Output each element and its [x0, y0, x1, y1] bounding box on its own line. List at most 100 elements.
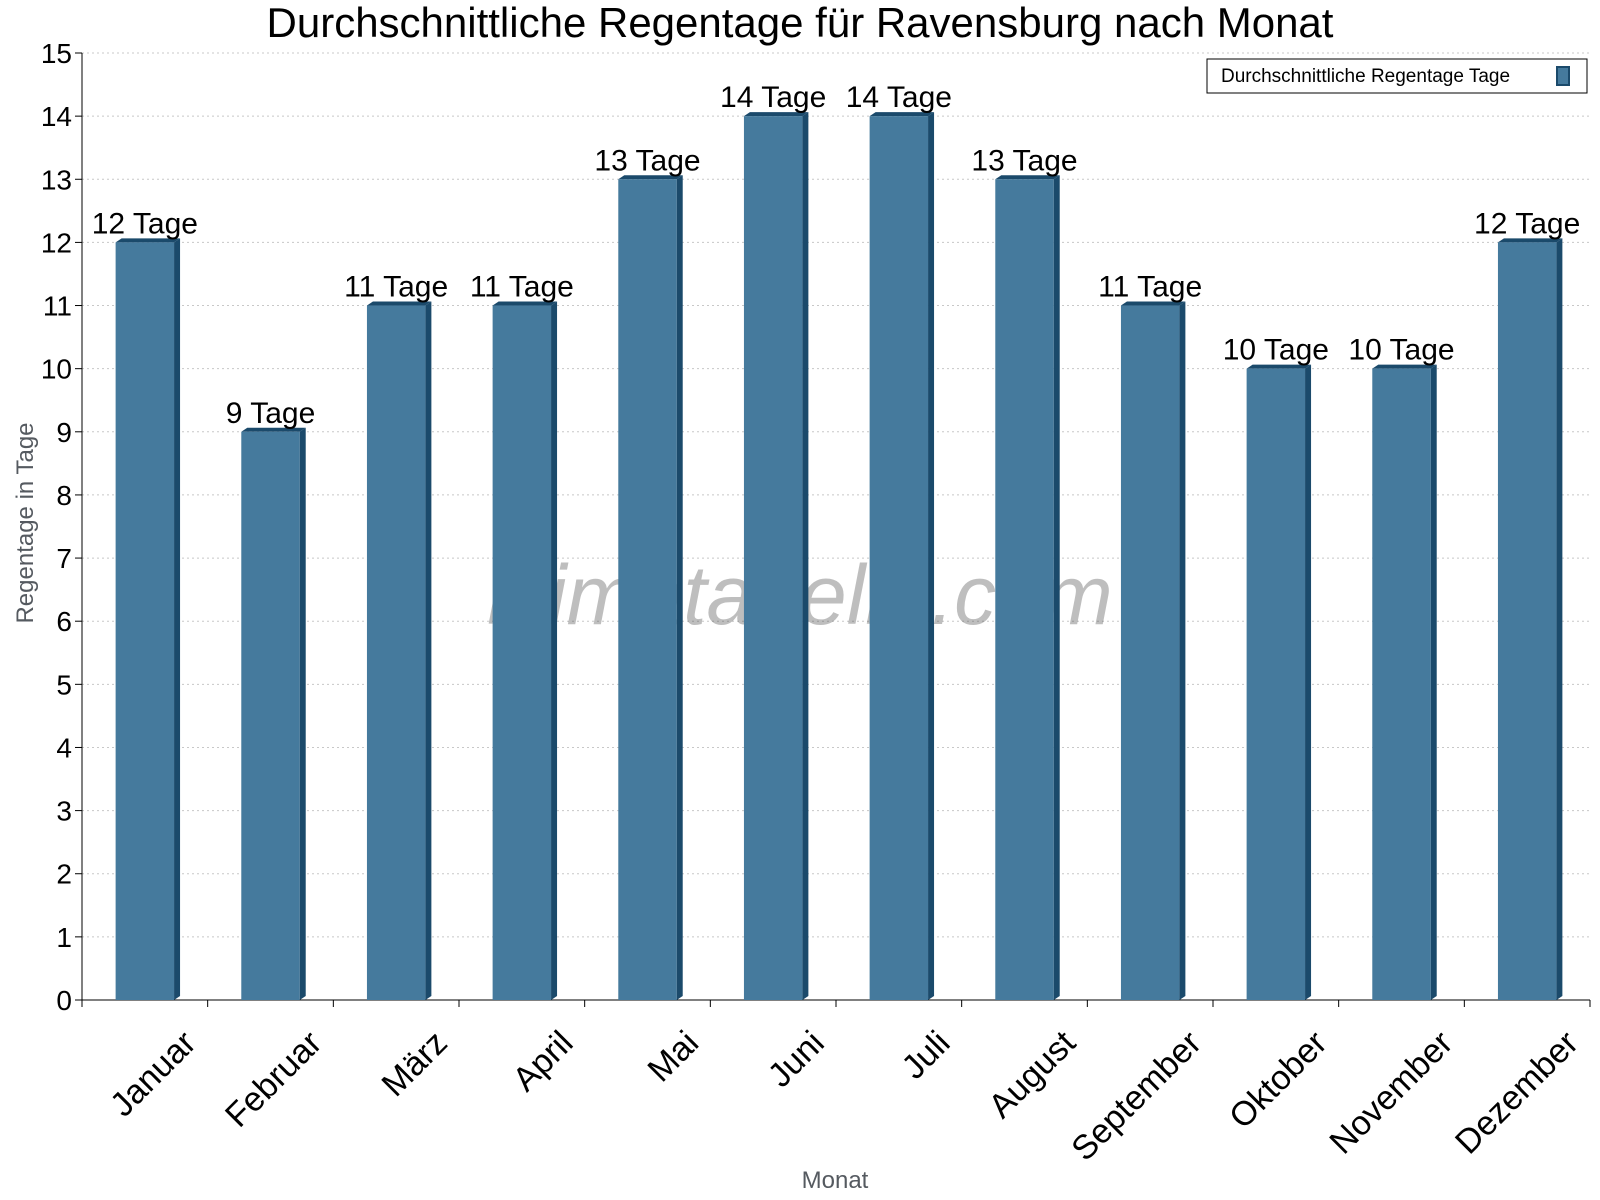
bar-top: [869, 112, 935, 117]
bar-side: [676, 175, 683, 1000]
y-tick-label: 4: [56, 732, 72, 763]
bar-side: [1556, 238, 1563, 1000]
bar-value-label: 12 Tage: [1474, 207, 1580, 240]
bar-value-label: 13 Tage: [594, 144, 700, 177]
bar-side: [1430, 364, 1437, 1001]
bar-value-label: 11 Tage: [470, 271, 574, 304]
x-tick-label: Januar: [103, 1024, 203, 1124]
bar-side: [1305, 364, 1312, 1001]
x-tick-labels: Januar Februar März April Mai Juni Juli AugustS…: [103, 1023, 1586, 1168]
bar-top: [618, 175, 683, 180]
legend-entry-label: Durchschnittliche Regentage Tage: [1221, 66, 1510, 87]
y-tick-label: 3: [56, 796, 72, 827]
bar-top: [366, 301, 432, 306]
chart-title: Durchschnittliche Regentage für Ravensbu…: [267, 0, 1334, 46]
x-tick-label: Juni: [761, 1024, 832, 1095]
bar-4: [492, 301, 558, 1000]
axes: [75, 52, 1591, 1007]
y-tick-label: 8: [56, 480, 72, 511]
bar-top: [115, 238, 181, 243]
bar-side: [174, 238, 181, 1000]
bar-value-label: 11 Tage: [344, 271, 448, 304]
bar-1: [115, 238, 181, 1000]
bar-side: [1053, 175, 1060, 1000]
bar-8: [995, 175, 1060, 1000]
bar-face: [1372, 368, 1431, 1001]
bar-face: [743, 116, 803, 1001]
bar-face: [995, 179, 1054, 1000]
x-tick-label: August: [981, 1023, 1083, 1125]
bar-face: [492, 305, 552, 1000]
bar-face: [366, 305, 426, 1000]
bar-value-label: 11 Tage: [1098, 271, 1202, 304]
bar-side: [551, 301, 558, 1000]
bar-12: [1497, 238, 1563, 1000]
y-tick-label: 15: [41, 38, 72, 69]
x-tick-label: Mai: [641, 1024, 707, 1090]
y-tick-label: 1: [56, 922, 72, 953]
bar-value-label: 9 Tage: [226, 397, 316, 430]
bar-value-label: 14 Tage: [846, 81, 952, 114]
y-tick-label: 2: [56, 859, 72, 890]
bar-top: [241, 427, 306, 432]
bar-11: [1372, 364, 1437, 1001]
bar-top: [743, 112, 809, 117]
bar-side: [1179, 301, 1186, 1000]
y-tick-label: 13: [41, 164, 72, 195]
bar-face: [618, 179, 677, 1000]
bar-2: [241, 427, 306, 1000]
bar-labels: 12 Tage 9 Tage 11 Tage 11 Tage 13 Tage 14 Tag…: [92, 81, 1581, 430]
x-tick-label: Februar: [218, 1024, 329, 1135]
legend-box: [1206, 58, 1588, 94]
bar-value-label: 14 Tage: [720, 81, 826, 114]
bar-3: [366, 301, 432, 1000]
bar-5: [618, 175, 683, 1000]
bar-value-label: 10 Tage: [1348, 334, 1454, 367]
y-tick-label: 11: [43, 291, 72, 322]
legend: Durchschnittliche Regentage Tage: [1206, 58, 1588, 94]
bars: [115, 112, 1563, 1001]
y-tick-label: 6: [56, 606, 72, 637]
bar-side: [299, 427, 306, 1000]
bar-side: [928, 112, 935, 1001]
bar-side: [802, 112, 809, 1001]
x-tick-label: September: [1064, 1024, 1208, 1168]
bar-face: [115, 242, 175, 1000]
bar-face: [241, 431, 300, 1000]
y-tick-label: 14: [41, 101, 72, 132]
gridlines: [82, 52, 1590, 938]
bar-face: [869, 116, 929, 1001]
y-tick-label: 9: [56, 417, 72, 448]
bar-top: [1120, 301, 1186, 306]
x-tick-label: November: [1322, 1024, 1460, 1162]
y-tick-label: 12: [41, 227, 72, 258]
x-tick-label: Dezember: [1448, 1024, 1586, 1162]
bar-top: [1497, 238, 1563, 243]
x-tick-label: Juli: [895, 1024, 958, 1087]
x-tick-label: März: [374, 1024, 454, 1104]
bar-9: [1120, 301, 1186, 1000]
bar-value-label: 13 Tage: [971, 144, 1077, 177]
bar-10: [1246, 364, 1312, 1001]
x-tick-label: Oktober: [1222, 1024, 1334, 1136]
bar-top: [1372, 364, 1437, 369]
bar-7: [869, 112, 935, 1001]
y-tick-label: 5: [56, 669, 72, 700]
y-tick-label: 7: [56, 543, 72, 574]
bar-6: [743, 112, 809, 1001]
bar-face: [1120, 305, 1180, 1000]
bar-face: [1246, 368, 1306, 1001]
y-tick-label: 0: [56, 985, 72, 1016]
bar-top: [1246, 364, 1312, 369]
x-axis-title: Monat: [802, 1167, 869, 1194]
y-tick-label: 10: [41, 354, 72, 385]
x-tick-label: April: [505, 1024, 580, 1099]
legend-swatch: [1556, 66, 1570, 86]
bar-side: [425, 301, 432, 1000]
y-axis-title: Regentage in Tage: [12, 422, 39, 623]
bar-top: [492, 301, 558, 306]
bar-top: [995, 175, 1060, 180]
